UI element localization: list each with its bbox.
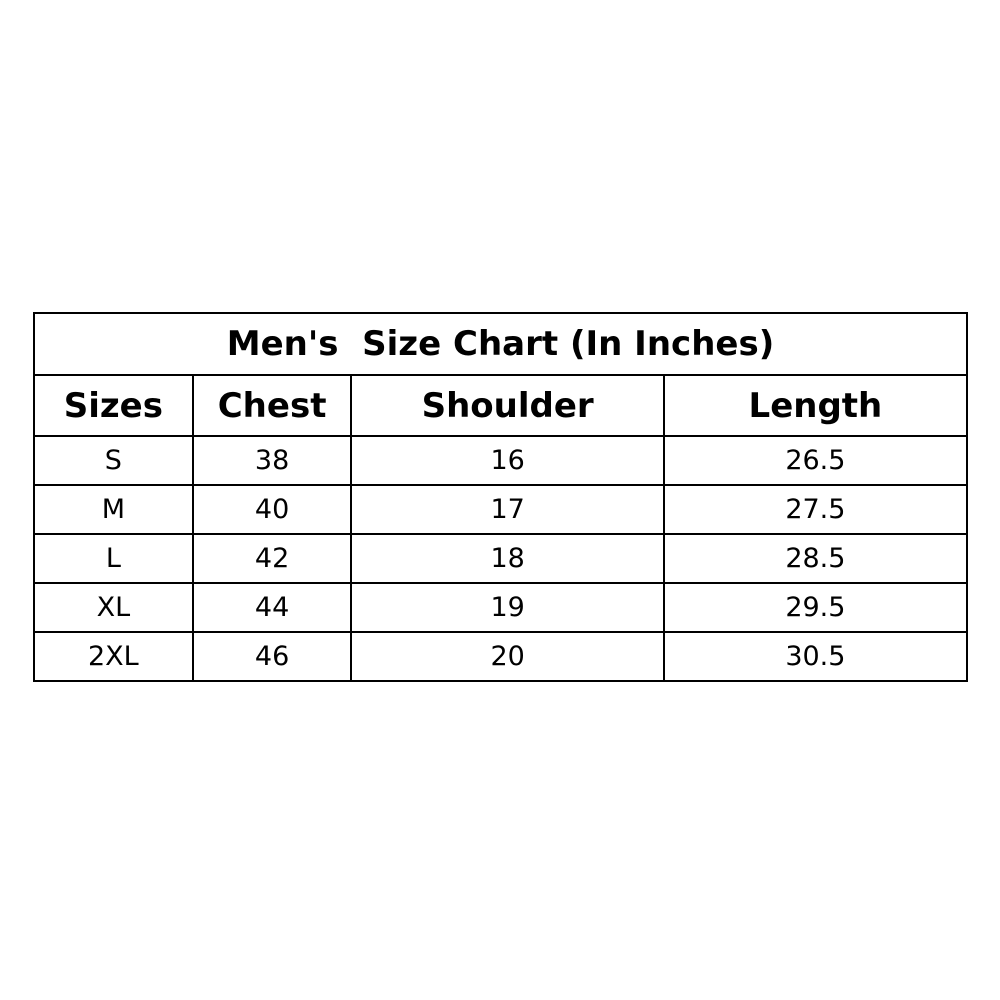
table-row: S 38 16 26.5: [33, 435, 969, 486]
table-cell: 38: [191, 435, 353, 486]
column-header: Shoulder: [350, 374, 665, 437]
table-row: 2XL 46 20 30.5: [33, 631, 969, 682]
table-cell: M: [33, 484, 194, 535]
column-header: Length: [662, 374, 969, 437]
size-chart-table: Men's Size Chart (In Inches) Sizes Chest…: [33, 312, 969, 682]
table-cell: 27.5: [662, 484, 969, 535]
table-cell: 2XL: [33, 631, 194, 682]
table-row: M 40 17 27.5: [33, 484, 969, 535]
table-row: XL 44 19 29.5: [33, 582, 969, 633]
table-cell: 17: [350, 484, 665, 535]
table-cell: 40: [191, 484, 353, 535]
table-cell: 42: [191, 533, 353, 584]
table-cell: 29.5: [662, 582, 969, 633]
header-row: Sizes Chest Shoulder Length: [33, 374, 969, 437]
table-cell: 28.5: [662, 533, 969, 584]
table-cell: 46: [191, 631, 353, 682]
table-cell: XL: [33, 582, 194, 633]
table-cell: 20: [350, 631, 665, 682]
table-cell: L: [33, 533, 194, 584]
table-cell: 44: [191, 582, 353, 633]
table-row: L 42 18 28.5: [33, 533, 969, 584]
column-header: Sizes: [33, 374, 194, 437]
table-cell: 30.5: [662, 631, 969, 682]
table-cell: 19: [350, 582, 665, 633]
column-header: Chest: [191, 374, 353, 437]
table-title: Men's Size Chart (In Inches): [33, 312, 968, 376]
table-cell: 16: [350, 435, 665, 486]
table-cell: 26.5: [662, 435, 969, 486]
table-cell: 18: [350, 533, 665, 584]
table-cell: S: [33, 435, 194, 486]
